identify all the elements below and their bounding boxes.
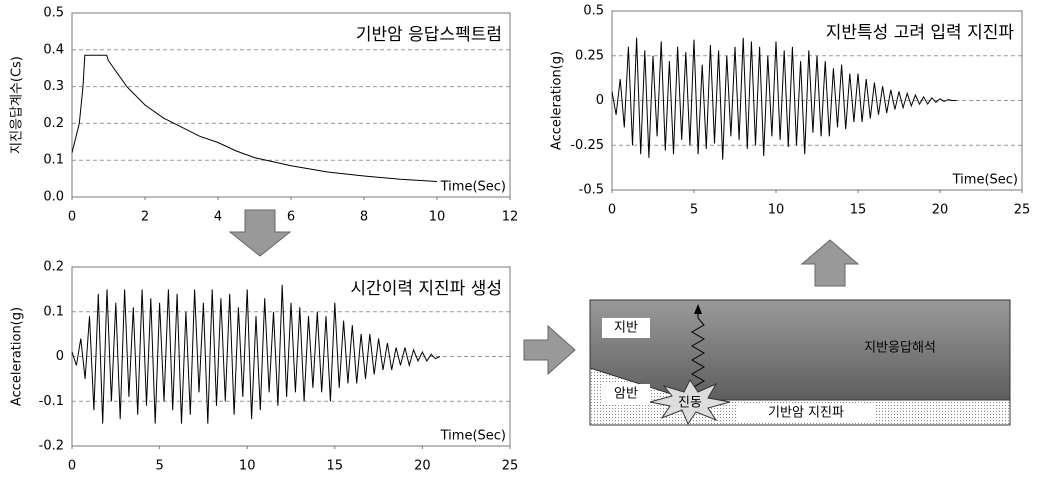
y-tick-label: 0.1: [43, 304, 64, 319]
x-tick-label: 10: [239, 459, 256, 474]
down-arrow: [228, 209, 292, 257]
y-tick-label: 0: [596, 93, 604, 108]
y-axis-label: 지진응답계수(Cs): [10, 56, 25, 154]
x-tick-label: 6: [287, 210, 295, 225]
up-arrow: [800, 239, 860, 287]
x-tick-label: 20: [932, 203, 949, 218]
chart-title: 지반특성 고려 입력 지진파: [826, 23, 1015, 43]
wave-path: [691, 312, 705, 396]
y-tick-label: -0.1: [39, 394, 64, 409]
data-line: [71, 54, 438, 182]
plot-frame: [71, 266, 511, 447]
x-tick-label: 0: [68, 459, 76, 474]
x-axis-label: Time(Sec): [440, 180, 506, 195]
x-tick-label: 10: [768, 203, 785, 218]
plot-frame: [611, 10, 1023, 191]
x-tick-label: 2: [141, 210, 149, 225]
x-tick-label: 25: [1014, 203, 1031, 218]
arrow-head: [694, 304, 702, 314]
x-tick-label: 15: [850, 203, 867, 218]
y-tick-label: -0.5: [579, 183, 604, 198]
data-line: [611, 37, 957, 160]
y-tick-label: 0.25: [575, 48, 604, 63]
x-axis-label: Time(Sec): [952, 173, 1018, 188]
y-tick-label: -0.25: [570, 138, 604, 153]
data-line: [71, 284, 441, 424]
y-tick-label: -0.2: [39, 439, 64, 454]
x-tick-label: 4: [214, 210, 222, 225]
vibration-label: 진동: [678, 396, 702, 411]
y-tick-label: 0.1: [43, 153, 64, 168]
y-tick-label: 0.0: [43, 190, 64, 205]
x-axis-label: Time(Sec): [440, 429, 506, 444]
y-axis-label: Acceleration(g): [10, 307, 25, 406]
label-box: [602, 318, 650, 338]
x-tick-label: 20: [414, 459, 431, 474]
y-tick-label: 0.2: [43, 116, 64, 131]
x-tick-label: 8: [360, 210, 368, 225]
bedrock-wave-label: 기반암 지진파: [768, 406, 844, 421]
ground-label: 지반: [614, 321, 638, 336]
x-tick-label: 10: [429, 210, 446, 225]
y-tick-label: 0.5: [583, 4, 604, 19]
right-arrow: [523, 324, 576, 376]
soil-layer: [589, 299, 1011, 401]
y-tick-label: 0: [56, 349, 64, 364]
x-tick-label: 12: [502, 210, 519, 225]
chart-title: 시간이력 지진파 생성: [350, 279, 502, 299]
rock-label: 암반: [614, 387, 638, 402]
label-box: [602, 384, 650, 404]
burst: [649, 379, 731, 426]
y-tick-label: 0.3: [43, 79, 64, 94]
x-tick-label: 15: [327, 459, 344, 474]
y-tick-label: 0.4: [43, 42, 64, 57]
x-tick-label: 0: [608, 203, 616, 218]
x-tick-label: 5: [690, 203, 698, 218]
x-tick-label: 0: [68, 210, 76, 225]
plot-frame: [71, 12, 511, 198]
y-tick-label: 0.5: [43, 6, 64, 21]
chart-title: 기반암 응답스펙트럼: [356, 25, 502, 45]
analysis-label: 지반응답해석: [864, 341, 936, 356]
y-axis-label: Acceleration(g): [550, 51, 565, 150]
x-tick-label: 25: [502, 459, 519, 474]
y-tick-label: 0.2: [43, 260, 64, 275]
label-box: [738, 403, 874, 423]
ground-diagram: 지반 지반응답해석 암반 진동 기반암 지진파: [589, 299, 1011, 426]
x-tick-label: 5: [155, 459, 163, 474]
